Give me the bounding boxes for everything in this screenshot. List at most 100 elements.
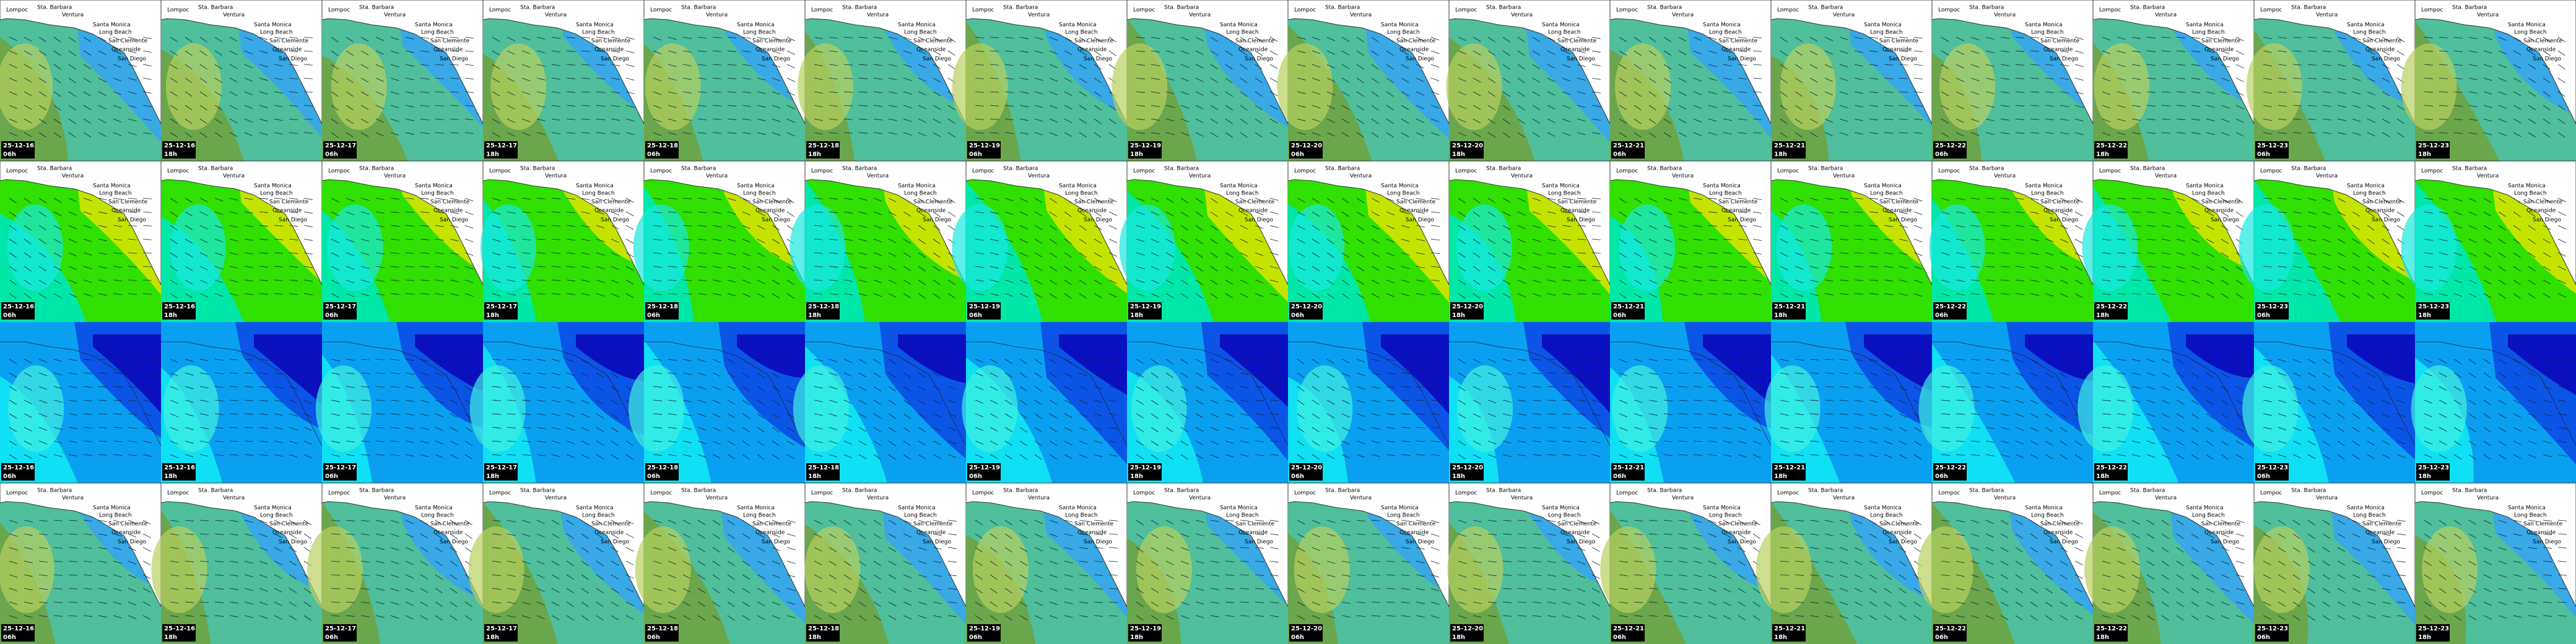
place-label: San Clemente	[913, 38, 953, 45]
wind-arrow	[390, 547, 399, 551]
place-label: San Diego	[1567, 56, 1595, 63]
wind-arrow	[83, 266, 92, 269]
wind-arrow	[829, 211, 838, 213]
wind-arrow	[360, 560, 370, 563]
wind-arrow	[682, 413, 692, 416]
wind-arrow	[1034, 77, 1043, 81]
wind-arrow	[843, 238, 853, 241]
wind-arrow	[375, 198, 385, 200]
wind-arrow	[405, 427, 414, 430]
wind-arrow	[757, 533, 765, 538]
wind-arrow	[450, 560, 458, 567]
place-label: Long Beach	[99, 191, 132, 197]
place-label: Sta. Barbara	[359, 166, 394, 172]
place-label: Ventura	[1028, 12, 1050, 19]
wind-arrow	[68, 252, 77, 257]
wind-arrow	[274, 77, 283, 80]
place-label: Long Beach	[1709, 191, 1742, 197]
time-label: 18h	[486, 634, 499, 641]
wind-arrow	[113, 574, 122, 578]
wind-arrow	[199, 293, 208, 298]
wind-arrow	[464, 520, 472, 526]
wind-arrow	[492, 118, 500, 124]
wind-arrow	[9, 399, 17, 405]
wind-arrow	[727, 413, 736, 419]
place-label: Sta. Barbara	[1325, 5, 1360, 11]
wind-arrow	[274, 520, 282, 524]
wind-arrow	[185, 413, 194, 417]
place-label: San Diego	[601, 217, 629, 224]
wind-arrow	[536, 359, 546, 361]
wind-arrow	[873, 105, 882, 107]
wind-arrow	[668, 225, 677, 227]
wind-arrow	[1049, 279, 1057, 285]
wind-arrow	[1049, 252, 1057, 258]
wind-arrow	[625, 615, 634, 620]
wind-arrow	[492, 252, 501, 256]
wind-arrow	[742, 293, 751, 297]
wind-arrow	[903, 359, 911, 365]
field-zone	[793, 365, 849, 452]
wind-arrow	[38, 615, 48, 617]
wind-arrow	[128, 427, 137, 429]
wind-arrow	[113, 211, 122, 214]
place-label: San Diego	[1728, 56, 1756, 63]
wind-arrow	[331, 560, 340, 562]
wind-arrow	[596, 105, 605, 107]
wind-arrow	[259, 454, 268, 456]
wind-arrow	[581, 520, 589, 526]
wind-arrow	[274, 50, 283, 53]
time-label: 06h	[1935, 151, 1948, 158]
wind-arrow	[128, 372, 137, 375]
wind-arrow	[83, 601, 92, 604]
wind-arrow	[142, 427, 152, 430]
wind-arrow	[873, 293, 882, 297]
wind-arrow	[903, 118, 912, 122]
wind-arrow	[843, 105, 853, 107]
wind-arrow	[507, 386, 516, 388]
wind-arrow	[772, 37, 781, 41]
wind-arrow	[521, 132, 531, 136]
wind-arrow	[303, 454, 312, 459]
place-label: Long Beach	[1387, 191, 1420, 197]
wind-arrow	[1004, 266, 1014, 270]
wind-arrow	[682, 64, 692, 66]
wind-arrow	[536, 547, 545, 552]
wind-arrow	[947, 533, 957, 536]
wind-arrow	[274, 440, 283, 443]
wind-arrow	[742, 588, 751, 593]
place-label: Ventura	[706, 12, 728, 19]
wind-arrow	[990, 225, 999, 228]
wind-arrow	[1004, 64, 1014, 66]
wind-arrow	[68, 77, 76, 84]
wind-arrow	[259, 547, 268, 551]
wind-arrow	[346, 386, 355, 388]
place-label: Sta. Barbara	[1647, 488, 1682, 494]
date-label: 25-12-19	[969, 303, 1000, 310]
time-label: 06h	[1613, 312, 1626, 319]
wind-arrow	[596, 50, 605, 52]
wind-arrow	[229, 211, 238, 214]
wind-arrow	[712, 372, 721, 377]
wind-arrow	[918, 413, 926, 419]
wind-arrow	[814, 601, 822, 606]
wind-arrow	[199, 399, 209, 402]
wind-arrow	[611, 601, 619, 607]
wind-arrow	[1034, 238, 1043, 244]
wind-arrow	[858, 252, 868, 256]
wind-arrow	[128, 50, 137, 54]
wind-arrow	[653, 427, 662, 429]
wind-arrow	[142, 77, 152, 80]
place-label: San Clemente	[591, 38, 631, 45]
wind-arrow	[918, 588, 927, 591]
field-zone	[804, 526, 861, 613]
wind-arrow	[450, 440, 458, 445]
wind-arrow	[405, 64, 414, 67]
wind-arrow	[873, 132, 882, 134]
place-label: Sta. Barbara	[1969, 166, 2004, 172]
wind-arrow	[375, 77, 384, 82]
field-zone	[490, 43, 547, 130]
wind-arrow	[947, 105, 955, 110]
wind-arrow	[24, 615, 33, 618]
wind-arrow	[712, 266, 721, 269]
